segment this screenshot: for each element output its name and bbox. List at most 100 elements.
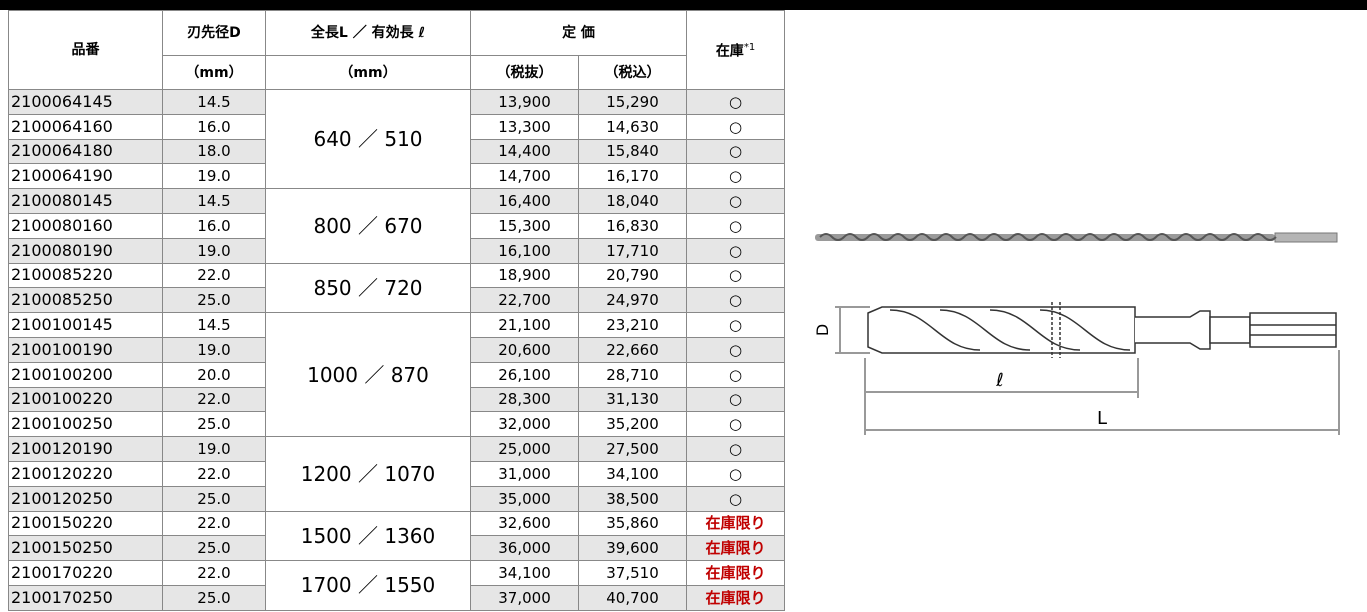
- stock: ○: [686, 460, 785, 487]
- length: 1200 ／ 1070: [265, 436, 471, 512]
- price-in-tax: 17,710: [578, 237, 687, 264]
- diameter: 14.5: [162, 188, 266, 214]
- price-in-tax: 27,500: [578, 436, 687, 462]
- stock: ○: [686, 485, 785, 512]
- diameter: 25.0: [162, 584, 266, 611]
- price-in-tax: 16,830: [578, 212, 687, 239]
- diameter: 22.0: [162, 386, 266, 413]
- diameter: 14.5: [162, 89, 266, 115]
- table-row: 2100150220 22.0 1500 ／ 1360 32,600 35,860 在庫限…: [8, 510, 785, 562]
- stock: ○: [686, 188, 785, 214]
- header-diameter: 刃先径D: [162, 10, 266, 56]
- price-ex-tax: 16,100: [470, 237, 579, 264]
- table-row: 2100064180 18.0 14,400 15,840 ○: [8, 138, 785, 165]
- price-in-tax: 40,700: [578, 584, 687, 611]
- price-in-tax: 34,100: [578, 460, 687, 487]
- price-ex-tax: 37,000: [470, 584, 579, 611]
- part-number: 2100080190: [8, 237, 163, 264]
- price-ex-tax: 14,700: [470, 163, 579, 190]
- price-ex-tax: 26,100: [470, 361, 579, 388]
- table-row: 2100100220 22.0 28,300 31,130 ○: [8, 386, 785, 413]
- part-number: 2100085250: [8, 287, 163, 314]
- price-in-tax: 38,500: [578, 485, 687, 512]
- length: 1000 ／ 870: [265, 312, 471, 438]
- diameter: 14.5: [162, 312, 266, 338]
- stock: ○: [686, 237, 785, 264]
- part-number: 2100080160: [8, 212, 163, 239]
- price-in-tax: 31,130: [578, 386, 687, 413]
- part-number: 2100085220: [8, 262, 163, 289]
- diameter: 19.0: [162, 163, 266, 190]
- price-in-tax: 20,790: [578, 262, 687, 289]
- stock: ○: [686, 212, 785, 239]
- header-part-no: 品番: [8, 10, 163, 90]
- top-bar: [0, 0, 1367, 10]
- dimension-lines: [835, 306, 1340, 435]
- price-in-tax: 18,040: [578, 188, 687, 214]
- stock: ○: [686, 89, 785, 115]
- stock: ○: [686, 436, 785, 462]
- stock-text: 在庫: [715, 43, 744, 60]
- table-body: 2100064145 14.5 640 ／ 510 13,900 15,290 ○ 2100…: [8, 88, 785, 611]
- part-number: 2100120250: [8, 485, 163, 512]
- diameter-label: D: [813, 324, 832, 336]
- part-number: 2100100200: [8, 361, 163, 388]
- price-in-tax: 28,710: [578, 361, 687, 388]
- table-row: 2100150250 25.0 36,000 39,600 在庫限り: [8, 535, 785, 562]
- length: 640 ／ 510: [265, 88, 471, 190]
- stock: ○: [686, 336, 785, 363]
- price-table: 品番 刃先径D 全長L ／ 有効長 ℓ 定 価 在庫*1 （mm） （mm） （…: [8, 10, 785, 611]
- part-number: 2100120190: [8, 436, 163, 462]
- table-row: 2100080160 16.0 15,300 16,830 ○: [8, 212, 785, 239]
- price-ex-tax: 18,900: [470, 262, 579, 289]
- diameter: 16.0: [162, 212, 266, 239]
- table-row: 2100064190 19.0 14,700 16,170 ○: [8, 163, 785, 190]
- price-in-tax: 37,510: [578, 560, 687, 586]
- stock: ○: [686, 287, 785, 314]
- stock: ○: [686, 262, 785, 289]
- diameter: 25.0: [162, 411, 266, 438]
- diameter: 25.0: [162, 535, 266, 562]
- price-ex-tax: 13,900: [470, 89, 579, 115]
- price-ex-tax: 14,400: [470, 138, 579, 165]
- price-in-tax: 35,200: [578, 411, 687, 438]
- part-number: 2100170250: [8, 584, 163, 611]
- total-length-label: L: [1097, 408, 1107, 429]
- price-ex-tax: 20,600: [470, 336, 579, 363]
- header-length: 全長L ／ 有効長 ℓ: [265, 10, 471, 56]
- stock: 在庫限り: [686, 535, 785, 562]
- part-number: 2100150220: [8, 510, 163, 537]
- part-number: 2100170220: [8, 560, 163, 586]
- price-in-tax: 22,660: [578, 336, 687, 363]
- diameter: 19.0: [162, 436, 266, 462]
- price-in-tax: 14,630: [578, 113, 687, 140]
- part-number: 2100064190: [8, 163, 163, 190]
- stock: ○: [686, 138, 785, 165]
- table-row: 2100100190 19.0 20,600 22,660 ○: [8, 336, 785, 363]
- price-ex-tax: 22,700: [470, 287, 579, 314]
- table-row: 2100080190 19.0 16,100 17,710 ○: [8, 237, 785, 264]
- drill-overview: [815, 232, 1338, 243]
- length: 1500 ／ 1360: [265, 510, 471, 562]
- table-row: 2100085250 25.0 22,700 24,970 ○: [8, 287, 785, 314]
- stock-note: *1: [743, 42, 756, 54]
- price-ex-tax: 31,000: [470, 460, 579, 487]
- diameter: 25.0: [162, 485, 266, 512]
- price-in-tax: 35,860: [578, 510, 687, 537]
- table-row: 2100170250 25.0 37,000 40,700 在庫限り: [8, 584, 785, 611]
- price-ex-tax: 25,000: [470, 436, 579, 462]
- stock: ○: [686, 386, 785, 413]
- price-in-tax: 24,970: [578, 287, 687, 314]
- part-number: 2100064180: [8, 138, 163, 165]
- length: 850 ／ 720: [265, 262, 471, 314]
- table-row: 2100100145 14.5 1000 ／ 870 21,100 23,210 ○: [8, 312, 785, 438]
- diameter: 18.0: [162, 138, 266, 165]
- diameter: 25.0: [162, 287, 266, 314]
- diameter: 22.0: [162, 460, 266, 487]
- table-row: 2100080145 14.5 800 ／ 670 16,400 18,040 ○: [8, 188, 785, 264]
- price-ex-tax: 32,000: [470, 411, 579, 438]
- price-in-tax: 16,170: [578, 163, 687, 190]
- price-in-tax: 15,840: [578, 138, 687, 165]
- table-row: 2100120190 19.0 1200 ／ 1070 25,000 27,500 ○: [8, 436, 785, 512]
